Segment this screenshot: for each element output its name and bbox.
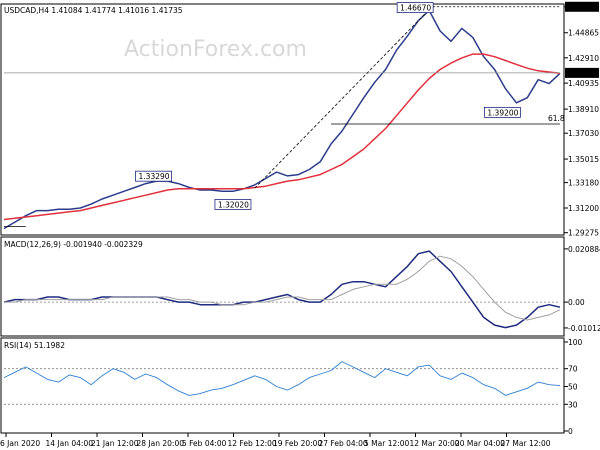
x-tick-label: 12 Feb 12:00 (228, 439, 277, 448)
rsi-line (3, 361, 561, 396)
x-tick-label: 14 Jan 04:00 (46, 439, 94, 448)
rsi-panel-frame (0, 337, 565, 434)
annotation-box (214, 199, 252, 210)
y-tick-label: 1.29275 (568, 229, 599, 238)
x-tick-label: 19 Feb 20:00 (273, 439, 322, 448)
y-tick-label: 0.020884 (568, 245, 600, 254)
annotation-label: 1.33290 (139, 172, 170, 181)
x-tick-label: 6 Jan 2020 (0, 439, 40, 448)
price-line (3, 9, 561, 230)
annotation-box (135, 170, 172, 182)
macd-panel-frame (0, 236, 565, 337)
y-tick-label: 1.31200 (568, 204, 599, 213)
y-tick-label: 50 (568, 383, 578, 392)
macd-line (3, 250, 561, 329)
x-tick-label: 27 Mar 12:00 (501, 439, 551, 448)
x-tick-label: 27 Feb 04:00 (319, 439, 368, 448)
rsi-grid (4, 368, 560, 405)
fib-618-label: 61.8 (548, 114, 565, 123)
top-price-tag (565, 1, 599, 12)
price-annotations: 61.8 1.46670 1.39200 1.33290 1.32020 (4, 2, 565, 227)
y-tick-label: 1.44865 (568, 29, 599, 38)
macd-series-group (3, 250, 561, 329)
y-tick-label: 30 (568, 400, 578, 409)
right-price-axis: 1.46890 1.44865 1.42910 1.40935 1.38910 1.370… (564, 1, 600, 436)
annotation-box (483, 106, 521, 118)
annotation-label: 1.46670 (400, 4, 431, 13)
x-tick-label: 20 Mar 04:00 (455, 439, 505, 448)
top-price-label: 1.46890 (567, 3, 598, 12)
y-tick-label: 1.40935 (568, 79, 599, 88)
y-tick-label: 1.38910 (568, 105, 599, 114)
x-tick-label: 5 Feb 04:00 (182, 439, 227, 448)
annotation-box (396, 2, 434, 13)
watermark: ActionForex.com (124, 37, 307, 62)
x-tick-label: 21 Jan 12:00 (91, 439, 139, 448)
y-tick-label: 100 (568, 338, 583, 347)
macd-panel: MACD(12,26,9) -0.001940 -0.002329 (0, 236, 565, 337)
annotation-label: 1.39200 (487, 108, 518, 117)
price-panel-title: USDCAD,H4 1.41084 1.41774 1.41016 1.4173… (4, 6, 183, 15)
moving-average-line (3, 53, 561, 221)
annotation-label: 1.32020 (218, 200, 249, 209)
y-tick-label: 1.33180 (568, 179, 599, 188)
price-panel-frame (0, 3, 565, 236)
rsi-series-group (3, 361, 561, 396)
price-series-group (3, 9, 561, 230)
y-tick-label: 0 (568, 427, 573, 436)
y-tick-label: 1.42910 (568, 54, 599, 63)
macd-panel-title: MACD(12,26,9) -0.001940 -0.002329 (4, 240, 143, 249)
y-tick-label: 0.00 (568, 298, 585, 307)
x-tick-label: 5 Mar 12:00 (364, 439, 410, 448)
price-panel: ActionForex.com USDCAD,H4 1.41084 1.4177… (0, 2, 565, 236)
signal-line (4, 255, 561, 321)
current-price-label: 1.41735 (567, 69, 598, 78)
y-tick-label: 70 (568, 365, 578, 374)
x-tick-label: 28 Jan 20:00 (137, 439, 185, 448)
y-tick-label: 1.35015 (568, 155, 599, 164)
y-tick-label: 1.37030 (568, 129, 599, 138)
rsi-panel-title: RSI(14) 51.1982 (4, 341, 65, 350)
x-tick-label: 12 Mar 20:00 (410, 439, 460, 448)
rsi-panel: RSI(14) 51.1982 (0, 337, 565, 434)
trend-line (254, 9, 430, 189)
current-price-tag (565, 67, 599, 78)
